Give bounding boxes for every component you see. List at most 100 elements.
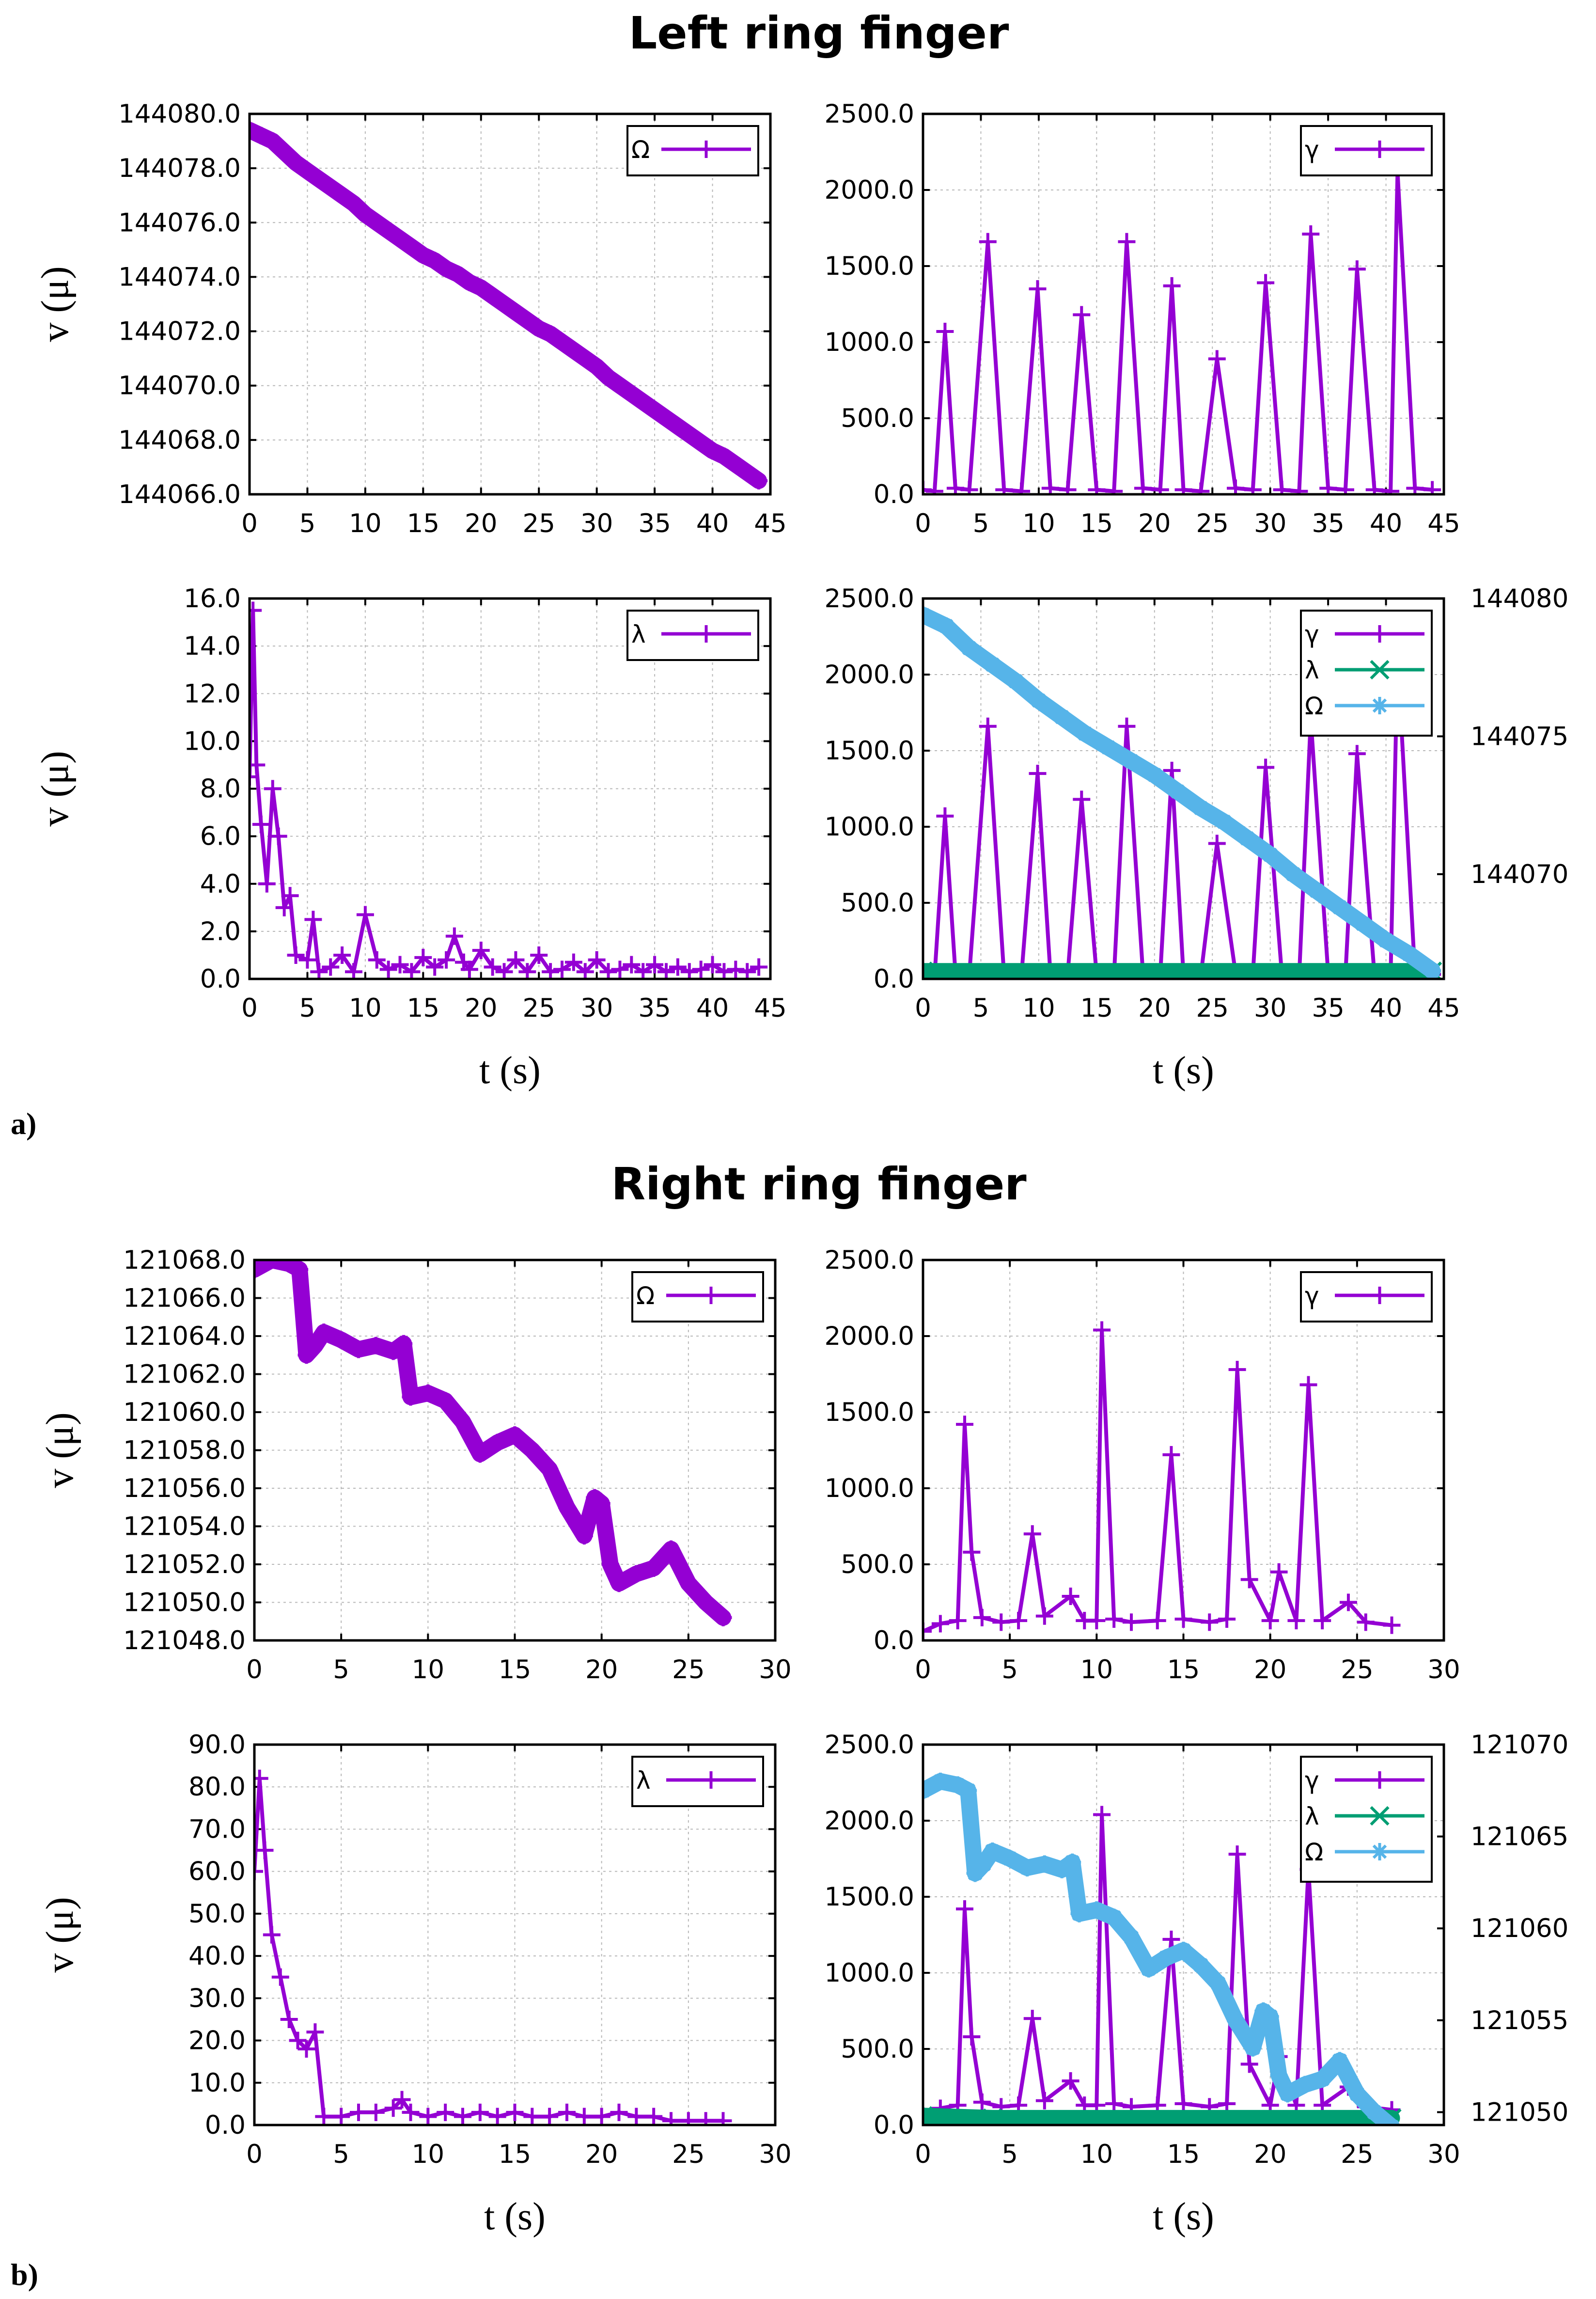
data-point xyxy=(979,717,997,735)
x-tick-label: 10 xyxy=(349,509,381,538)
y-tick-label: 4.0 xyxy=(200,869,241,899)
data-point xyxy=(254,1260,263,1278)
data-point xyxy=(936,323,954,341)
data-point xyxy=(367,2103,385,2121)
y-tick-label: 2500.0 xyxy=(825,584,914,614)
data-point xyxy=(298,951,316,969)
data-point xyxy=(542,325,560,343)
data-point xyxy=(995,481,1013,494)
data-point xyxy=(1013,482,1031,494)
data-point xyxy=(925,482,943,494)
x-tick-label: 25 xyxy=(672,2140,704,2169)
data-point xyxy=(984,656,1001,674)
data-point xyxy=(438,951,455,969)
data-point xyxy=(1308,882,1326,899)
data-point xyxy=(263,1260,281,1269)
data-point xyxy=(593,1495,610,1512)
data-point xyxy=(662,2112,680,2125)
x-tick-label: 5 xyxy=(299,509,316,538)
data-point xyxy=(414,246,432,264)
y-axis-label: v (μ) xyxy=(34,751,77,826)
series-line xyxy=(254,1776,725,2123)
data-point xyxy=(402,2103,420,2121)
data-point xyxy=(975,1855,993,1873)
data-point xyxy=(949,1612,967,1630)
y-tick-label: 0.0 xyxy=(874,964,914,994)
legend-marker xyxy=(1370,660,1390,680)
data-point xyxy=(419,1384,437,1402)
chart-a-lambda: 0 5 10 15 20 25 30 35 40 45 0.0 2.0 4.0 6.0 8.0 10.0 12.… xyxy=(34,584,787,1092)
data-point xyxy=(931,1615,949,1633)
data-point xyxy=(264,132,282,150)
legend-label: Ω xyxy=(631,136,650,164)
data-point xyxy=(484,958,501,976)
series-line xyxy=(250,608,761,974)
data-point xyxy=(1287,1612,1305,1630)
data-point xyxy=(530,319,548,337)
data-point xyxy=(627,2108,645,2125)
y-tick-label: 144078.0 xyxy=(118,154,241,183)
section-a-label: a) xyxy=(11,1106,36,1141)
data-point xyxy=(368,951,386,969)
data-point xyxy=(715,963,733,979)
plot-area xyxy=(923,1321,1401,1640)
data-point xyxy=(1357,1613,1375,1631)
x-tick-label: 30 xyxy=(1254,993,1286,1023)
plot-frame xyxy=(248,112,772,496)
data-point xyxy=(1354,915,1372,933)
data-point xyxy=(1105,2095,1123,2113)
y-tick-label: 0.0 xyxy=(874,480,914,509)
y-tick-label: 10.0 xyxy=(184,726,241,756)
data-point xyxy=(714,1608,732,1626)
legend-marker xyxy=(1370,1806,1390,1826)
y-tick-label: 121050.0 xyxy=(123,1588,246,1618)
data-point xyxy=(1215,813,1233,831)
data-point xyxy=(679,1575,697,1592)
data-point xyxy=(1070,1905,1088,1922)
y-axis-label: v (μ) xyxy=(39,1412,81,1488)
data-point xyxy=(419,2108,437,2125)
x-tick-label: 0 xyxy=(241,509,258,538)
data-point xyxy=(306,1337,324,1354)
data-point xyxy=(1257,274,1275,292)
data-point xyxy=(1290,482,1308,494)
data-point xyxy=(345,963,362,979)
y-tick-label: 50.0 xyxy=(188,1899,246,1929)
data-point xyxy=(1053,1860,1071,1878)
x-tick-label: 20 xyxy=(585,2140,618,2169)
x-tick-label: 30 xyxy=(580,509,613,538)
data-point xyxy=(258,875,276,893)
data-point xyxy=(599,963,617,979)
data-point xyxy=(750,472,768,489)
data-point xyxy=(634,963,652,979)
data-point xyxy=(256,1842,274,1859)
series-line xyxy=(923,1328,1394,1634)
x-tick-label: 0 xyxy=(915,2140,931,2169)
y-tick-label: 144066.0 xyxy=(118,480,241,509)
legend-marker xyxy=(702,1287,720,1304)
data-point xyxy=(1029,280,1047,298)
y2-tick-label: 121060 xyxy=(1471,1914,1568,1943)
x-tick-label: 5 xyxy=(973,509,989,538)
data-point xyxy=(252,816,270,834)
x-tick-label: 0 xyxy=(915,1655,931,1685)
x-axis-label: t (s) xyxy=(1153,1049,1214,1092)
chart-a-gamma: 0 5 10 15 20 25 30 35 40 45 0.0 500.0 1000.0 1500.0 20… xyxy=(825,99,1460,538)
data-point xyxy=(576,963,594,979)
y2-tick-label: 121070 xyxy=(1471,1730,1568,1760)
data-point xyxy=(250,601,262,619)
y-tick-label: 500.0 xyxy=(841,888,914,918)
legend-label: Ω xyxy=(1305,1838,1323,1866)
data-point xyxy=(750,958,768,976)
y-tick-label: 1000.0 xyxy=(825,812,914,842)
data-point xyxy=(931,1772,949,1790)
data-point xyxy=(306,2023,324,2041)
data-point xyxy=(575,2108,593,2125)
data-point xyxy=(923,1622,932,1640)
data-point xyxy=(1339,1593,1357,1611)
data-point xyxy=(1270,2066,1288,2084)
x-tick-label: 5 xyxy=(333,2140,349,2169)
data-point xyxy=(973,1608,991,1626)
data-point xyxy=(623,956,641,974)
y-tick-label: 1500.0 xyxy=(825,736,914,766)
